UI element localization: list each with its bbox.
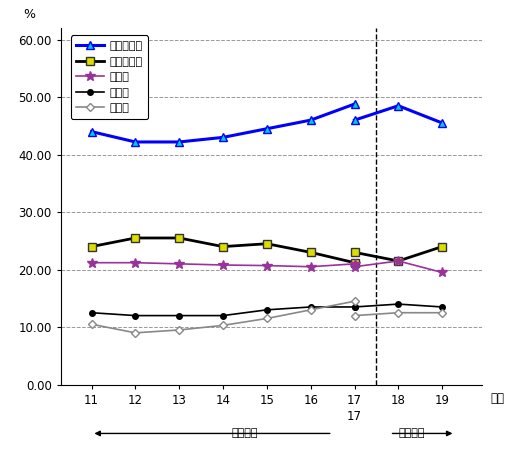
- Legend: 義務的経費, 投資的経費, 人件費, 公債費, 扶助費: 義務的経費, 投資的経費, 人件費, 公債費, 扶助費: [70, 36, 148, 119]
- Text: %: %: [23, 8, 35, 21]
- Text: 年度: 年度: [490, 392, 504, 405]
- Text: 旧浜松市: 旧浜松市: [232, 429, 258, 439]
- Text: 新浜松市: 新浜松市: [399, 429, 425, 439]
- Text: 17: 17: [347, 410, 362, 424]
